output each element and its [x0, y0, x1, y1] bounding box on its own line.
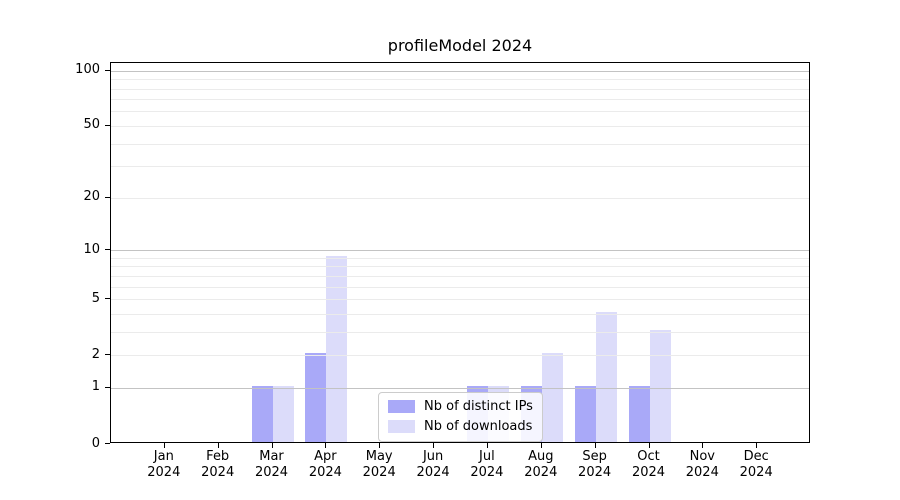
bar-downloads-aug [541, 353, 563, 442]
gridline-minor-30 [111, 166, 809, 168]
y-tick-mark [105, 69, 110, 71]
y-tick-label-20: 20 [83, 189, 100, 205]
chart-title: profileModel 2024 [387, 36, 533, 55]
y-tick-mark [105, 249, 110, 250]
x-tick-mark [756, 443, 758, 448]
legend-label-downloads: Nb of downloads [424, 419, 533, 434]
gridline-minor-6 [111, 286, 809, 288]
x-tick-label-sep: Sep 2024 [578, 449, 612, 480]
gridline-major-10 [111, 250, 809, 251]
y-tick-label-2: 2 [91, 346, 100, 362]
bar-distinct-ips-mar [251, 385, 273, 442]
gridline-major-100 [111, 70, 809, 72]
x-tick-label-jul: Jul 2024 [470, 449, 504, 480]
plot-area: Nb of distinct IPs Nb of downloads [110, 62, 810, 443]
y-tick-label-10: 10 [83, 241, 100, 257]
x-tick-label-may: May 2024 [362, 449, 396, 480]
x-tick-label-jan: Jan 2024 [147, 449, 181, 480]
gridline-minor-90 [111, 79, 809, 81]
x-tick-label-dec: Dec 2024 [739, 449, 773, 480]
legend-label-distinct-ips: Nb of distinct IPs [424, 399, 533, 414]
gridline-minor-8 [111, 266, 809, 268]
x-tick-label-nov: Nov 2024 [685, 449, 719, 480]
gridline-minor-5 [111, 299, 809, 300]
x-tick-label-aug: Aug 2024 [524, 449, 558, 480]
gridline-major-1 [111, 387, 809, 389]
bar-distinct-ips-apr [305, 353, 327, 442]
x-tick-mark [271, 443, 273, 448]
x-tick-mark [433, 443, 435, 448]
y-tick-mark [105, 298, 110, 299]
bar-downloads-sep [595, 311, 617, 442]
bar-downloads-oct [649, 329, 671, 442]
legend-item-downloads: Nb of downloads [388, 419, 533, 434]
gridline-minor-9 [111, 257, 809, 259]
y-tick-label-50: 50 [83, 117, 100, 133]
gridline-minor-3 [111, 331, 809, 333]
x-tick-label-mar: Mar 2024 [254, 449, 289, 480]
y-tick-mark [105, 124, 110, 126]
legend: Nb of distinct IPs Nb of downloads [378, 392, 543, 442]
y-tick-label-0: 0 [91, 435, 100, 451]
gridline-minor-70 [111, 99, 809, 101]
gridline-minor-80 [111, 88, 809, 90]
legend-swatch-distinct-ips [388, 400, 415, 413]
gridline-minor-7 [111, 275, 809, 277]
gridline-minor-4 [111, 313, 809, 315]
x-tick-mark [325, 443, 327, 448]
gridline-minor-50 [111, 125, 809, 127]
x-tick-mark [540, 443, 542, 448]
gridline-minor-2 [111, 355, 809, 357]
gridline-minor-60 [111, 111, 809, 113]
x-tick-mark [594, 443, 596, 448]
legend-item-distinct-ips: Nb of distinct IPs [388, 399, 533, 414]
x-tick-mark [163, 443, 165, 448]
y-tick-label-1: 1 [91, 379, 100, 395]
x-tick-mark [702, 443, 704, 448]
y-tick-mark [105, 443, 110, 444]
y-tick-label-5: 5 [91, 290, 100, 306]
x-tick-label-jun: Jun 2024 [416, 449, 450, 480]
x-tick-label-apr: Apr 2024 [308, 449, 342, 480]
x-tick-mark [379, 443, 381, 448]
bar-downloads-mar [272, 385, 294, 442]
y-tick-mark [105, 354, 110, 356]
bar-distinct-ips-oct [628, 385, 650, 442]
x-tick-label-oct: Oct 2024 [631, 449, 666, 480]
bar-downloads-apr [326, 255, 348, 442]
y-tick-label-100: 100 [75, 62, 100, 78]
x-tick-label-feb: Feb 2024 [201, 449, 235, 480]
gridline-minor-40 [111, 143, 809, 145]
x-tick-mark [648, 443, 650, 448]
x-tick-mark [217, 443, 219, 448]
legend-swatch-downloads [388, 420, 415, 433]
x-tick-mark [486, 443, 488, 448]
gridline-minor-20 [111, 197, 809, 199]
y-tick-mark [105, 196, 110, 198]
y-tick-mark [105, 386, 110, 388]
bar-distinct-ips-sep [574, 385, 596, 442]
